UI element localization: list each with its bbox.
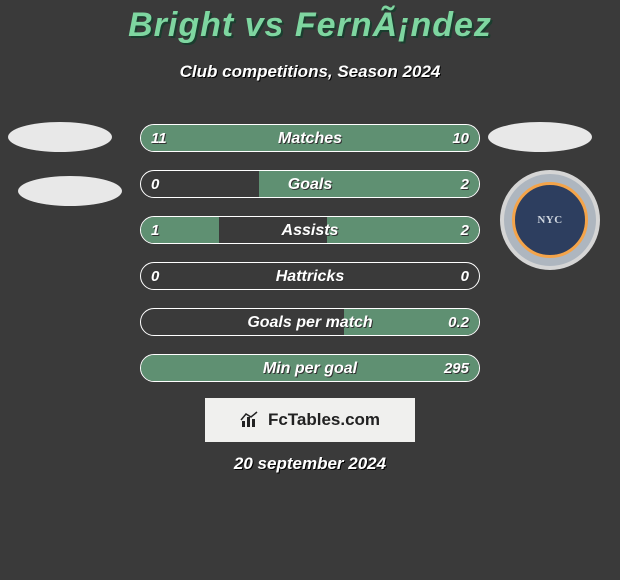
stat-row-hattricks: Hattricks0 0 [140,262,480,290]
club-badge-label: NYC [512,182,588,258]
stat-label: Goals [141,171,479,198]
stat-value-right: 2 [461,217,469,244]
stat-row-assists: Assists1 2 [140,216,480,244]
club-badge: NYC [500,170,600,270]
stat-row-min-per-goal: Min per goal295 [140,354,480,382]
fctables-watermark: FcTables.com [205,398,415,442]
stat-value-left: 0 [151,171,159,198]
footer-date: 20 september 2024 [0,454,620,474]
right-ellipse-1 [488,122,592,152]
stat-label: Matches [141,125,479,152]
stat-value-left: 1 [151,217,159,244]
page-subtitle: Club competitions, Season 2024 [0,62,620,82]
stat-label: Assists [141,217,479,244]
stat-label: Goals per match [141,309,479,336]
stat-value-left: 11 [151,125,167,152]
page-title: Bright vs FernÃ¡ndez [0,6,620,45]
stat-value-right: 0 [461,263,469,290]
left-ellipse-2 [18,176,122,206]
stat-value-right: 0.2 [448,309,469,336]
stat-row-matches: Matches11 10 [140,124,480,152]
stat-row-goals: Goals0 2 [140,170,480,198]
stat-value-left: 0 [151,263,159,290]
stat-value-right: 295 [444,355,469,382]
comparison-card: Bright vs FernÃ¡ndez Club competitions, … [0,0,620,580]
fctables-label: FcTables.com [268,410,380,430]
stat-label: Hattricks [141,263,479,290]
stat-value-right: 2 [461,171,469,198]
stat-value-right: 10 [452,125,469,152]
chart-icon [240,411,262,429]
stat-row-goals-per-match: Goals per match0.2 [140,308,480,336]
left-ellipse-1 [8,122,112,152]
stat-label: Min per goal [141,355,479,382]
